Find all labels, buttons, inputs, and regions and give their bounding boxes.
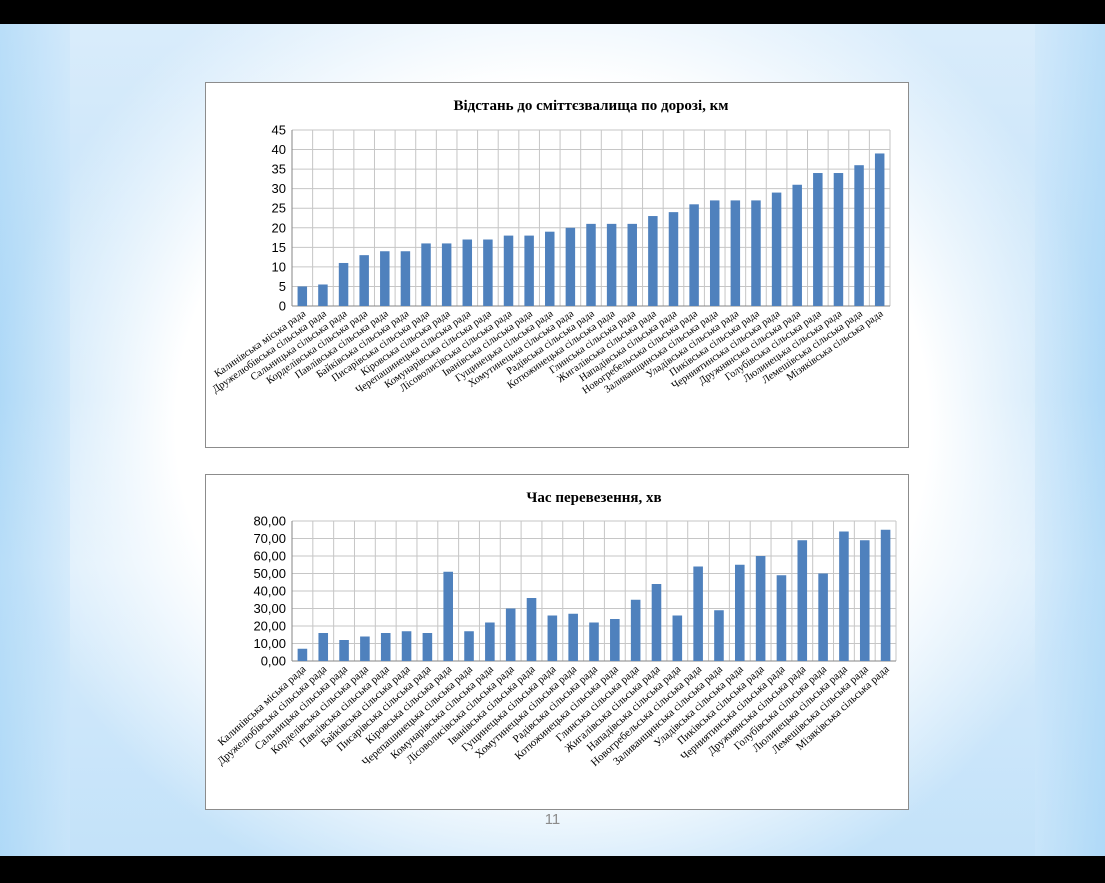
bar <box>360 636 370 661</box>
bar <box>380 633 391 661</box>
bar <box>709 200 720 306</box>
bar <box>818 573 828 661</box>
bar <box>854 165 864 306</box>
bar <box>714 610 724 661</box>
bar <box>401 631 412 661</box>
bar <box>547 615 558 661</box>
y-tick-label: 20,00 <box>253 619 286 634</box>
chart-title: Відстань до сміттєзвалища по дорозі, км <box>453 98 728 114</box>
bar <box>693 566 703 661</box>
bar <box>483 239 493 306</box>
bar <box>589 622 599 661</box>
bar <box>874 153 885 306</box>
bar <box>668 212 679 306</box>
y-tick-label: 40,00 <box>253 584 286 599</box>
bar <box>735 564 745 661</box>
bar <box>464 631 474 661</box>
bar <box>586 223 596 306</box>
bar <box>776 575 787 661</box>
bar <box>651 584 662 661</box>
bar <box>318 633 329 661</box>
page-number: 11 <box>544 811 561 828</box>
bar <box>755 556 766 661</box>
bar <box>503 235 514 306</box>
bar <box>421 243 431 306</box>
bar <box>833 173 844 306</box>
bar <box>443 571 453 661</box>
bar <box>338 262 349 306</box>
bar <box>630 599 641 661</box>
bar <box>462 239 473 306</box>
bar <box>339 640 349 661</box>
y-tick-label: 0,00 <box>261 654 286 669</box>
bar <box>648 216 658 306</box>
transport-time-chart: Час перевезення, хв 0,00 10,00 20,00 30,00 40… <box>205 474 909 810</box>
y-tick-label: 15 <box>272 240 286 255</box>
bar <box>730 200 741 306</box>
bar <box>792 184 802 306</box>
transport-time-chart-svg: Час перевезення, хв 0,00 10,00 20,00 30,00 40… <box>215 490 897 769</box>
bar <box>797 540 808 661</box>
bar <box>359 255 369 306</box>
y-tick-label: 5 <box>279 279 286 294</box>
y-tick-label: 20 <box>272 220 286 235</box>
y-tick-label: 80,00 <box>253 514 286 529</box>
bar <box>524 235 534 306</box>
distance-chart: Відстань до сміттєзвалища по дорозі, км 0… <box>205 82 909 448</box>
bar <box>610 619 620 661</box>
bar <box>672 615 683 661</box>
y-tick-label: 30,00 <box>253 601 286 616</box>
y-tick-label: 70,00 <box>253 531 286 546</box>
y-tick-label: 0 <box>279 299 286 314</box>
bar <box>751 200 761 306</box>
y-tick-label: 45 <box>272 123 286 138</box>
bar <box>689 204 699 306</box>
bar <box>771 192 782 306</box>
bar <box>545 231 555 306</box>
y-tick-label: 25 <box>272 201 286 216</box>
y-tick-label: 35 <box>272 162 286 177</box>
bar <box>839 531 849 661</box>
bar <box>318 284 328 306</box>
bar <box>441 243 452 306</box>
slide: Відстань до сміттєзвалища по дорозі, км 0… <box>0 24 1105 856</box>
y-tick-label: 30 <box>272 181 286 196</box>
bar <box>859 540 870 661</box>
bar <box>568 613 578 661</box>
y-tick-label: 50,00 <box>253 566 286 581</box>
bar <box>565 227 576 306</box>
bar <box>297 648 308 661</box>
bar <box>485 622 495 661</box>
y-tick-label: 10 <box>272 259 286 274</box>
bar <box>627 223 637 306</box>
chart-title: Час перевезення, хв <box>526 490 661 506</box>
bar <box>400 251 411 306</box>
y-tick-label: 10,00 <box>253 636 286 651</box>
bar <box>380 251 390 306</box>
distance-chart-svg: Відстань до сміттєзвалища по дорозі, км 0… <box>211 98 891 397</box>
bar <box>297 286 308 306</box>
bar <box>880 529 891 661</box>
y-tick-label: 60,00 <box>253 549 286 564</box>
bar <box>526 598 537 661</box>
bar <box>422 633 433 661</box>
y-tick-label: 40 <box>272 142 286 157</box>
bar <box>606 223 617 306</box>
bar <box>505 608 516 661</box>
bar <box>813 173 823 306</box>
